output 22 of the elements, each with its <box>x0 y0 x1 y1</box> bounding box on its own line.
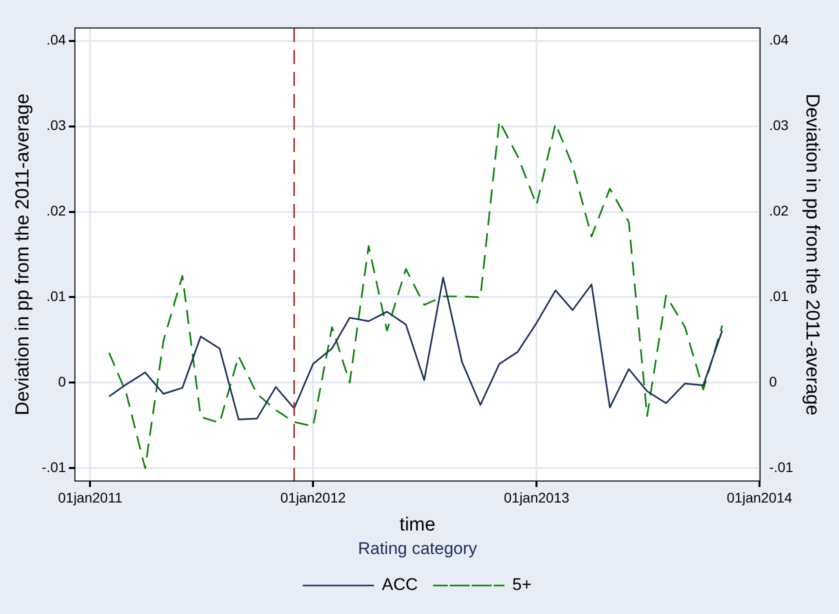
y-tick-label: .01 <box>46 288 66 304</box>
y2-tick-label: -.01 <box>769 459 794 476</box>
y2-tick-label: .02 <box>769 202 789 219</box>
legend-label: ACC <box>382 575 418 594</box>
x-axis-title: time <box>400 514 436 536</box>
y-tick-label: 0 <box>58 374 66 390</box>
y-tick-label: .04 <box>46 32 66 48</box>
y2-tick-label: .01 <box>769 288 789 304</box>
y-tick-label: .03 <box>46 117 66 134</box>
y-axis-title: Deviation in pp from the 2011-average <box>12 94 34 416</box>
x-tick-label: 01jan2012 <box>280 489 346 506</box>
y2-tick-label: 0 <box>769 374 778 390</box>
legend-title: Rating category <box>358 538 478 558</box>
y2-axis-title: Deviation in pp from the 2011-average <box>801 94 822 416</box>
y-tick-label: -.01 <box>42 459 66 476</box>
x-tick-label: 01jan2013 <box>504 489 570 506</box>
legend-label: 5+ <box>512 575 532 594</box>
y2-tick-label: .03 <box>769 117 789 134</box>
y2-tick-label: .04 <box>769 32 789 48</box>
y-tick-label: .02 <box>46 202 66 219</box>
x-tick-label: 01jan2011 <box>58 489 123 506</box>
x-tick-label: 01jan2014 <box>726 489 792 506</box>
